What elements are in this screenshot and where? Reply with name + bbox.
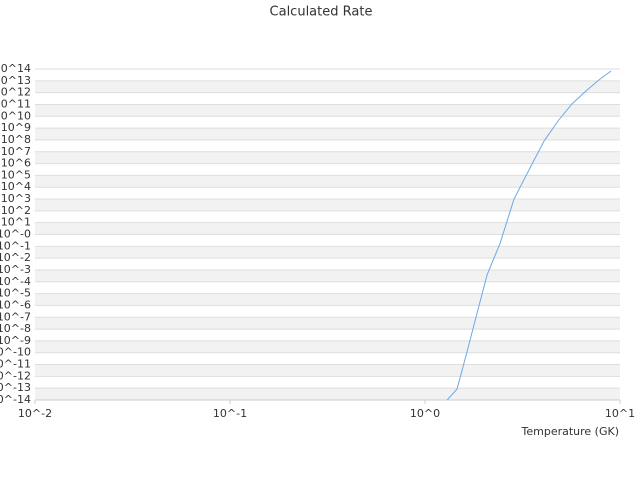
y-tick-label: 10^-5 <box>0 287 31 300</box>
y-tick-label: 10^-2 <box>0 251 31 264</box>
grid-band <box>35 329 620 341</box>
y-tick-label: 10^10 <box>0 109 31 122</box>
y-tick-label: 10^-9 <box>0 334 31 347</box>
grid-band <box>35 199 620 211</box>
grid-band <box>35 293 620 306</box>
y-tick-label: 10^4 <box>1 180 31 193</box>
grid-band <box>35 175 620 188</box>
y-tick-label: 10^9 <box>1 121 31 134</box>
y-tick-label: 10^-4 <box>0 275 31 288</box>
grid-band <box>35 376 620 389</box>
y-tick-label: 10^1 <box>1 216 31 229</box>
grid-band <box>35 116 620 129</box>
grid-band <box>35 258 620 270</box>
y-tick-label: 10^7 <box>1 145 31 158</box>
x-tick-label: 10^-2 <box>18 407 52 420</box>
y-tick-label: 10^-1 <box>0 239 31 252</box>
grid-band <box>35 388 620 400</box>
grid-band <box>35 281 620 294</box>
y-tick-label: 10^14 <box>0 62 31 75</box>
grid-band <box>35 234 620 247</box>
data-line <box>446 70 612 400</box>
grid-band <box>35 139 620 152</box>
grid-band <box>35 92 620 105</box>
x-tick-label: 10^-1 <box>213 407 247 420</box>
grid-band <box>35 352 620 365</box>
grid-band <box>35 80 620 93</box>
grid-band <box>35 69 620 81</box>
y-tick-label: 10^-6 <box>0 298 31 311</box>
y-tick-label: 10^11 <box>0 97 31 110</box>
grid-band <box>35 104 620 117</box>
y-tick-label: 10^13 <box>0 74 31 87</box>
grid-band <box>35 163 620 176</box>
y-tick-label: 10^2 <box>1 204 31 217</box>
chart-title: Calculated Rate <box>270 5 373 20</box>
grid-band <box>35 187 620 200</box>
y-tick-label: 10^5 <box>1 168 31 181</box>
grid-band <box>35 210 620 223</box>
y-tick-label: 10^-14 <box>0 393 31 406</box>
y-tick-label: 10^-8 <box>0 322 31 335</box>
grid <box>35 68 620 401</box>
y-tick-label: 10^3 <box>1 192 31 205</box>
y-tick-label: 10^6 <box>1 157 31 170</box>
grid-band <box>35 151 620 164</box>
y-tick-label: 10^12 <box>0 86 31 99</box>
grid-band <box>35 269 620 282</box>
y-tick-label: 10^-0 <box>0 228 31 241</box>
grid-band <box>35 364 620 377</box>
x-axis-label: Temperature (GK) <box>521 425 620 438</box>
y-tick-label: 10^-10 <box>0 346 31 359</box>
y-tick-label: 10^-12 <box>0 369 31 382</box>
grid-band <box>35 317 620 330</box>
grid-band <box>35 305 620 318</box>
y-tick-label: 10^-13 <box>0 381 31 394</box>
grid-band <box>35 222 620 235</box>
y-tick-label: 10^-3 <box>0 263 31 276</box>
grid-band <box>35 340 620 353</box>
x-tick-label: 10^0 <box>410 407 440 420</box>
x-tick-label: 10^1 <box>605 407 635 420</box>
grid-band <box>35 128 620 140</box>
grid-band <box>35 246 620 259</box>
y-tick-label: 10^-11 <box>0 358 31 371</box>
y-tick-label: 10^8 <box>1 133 31 146</box>
y-tick-label: 10^-7 <box>0 310 31 323</box>
